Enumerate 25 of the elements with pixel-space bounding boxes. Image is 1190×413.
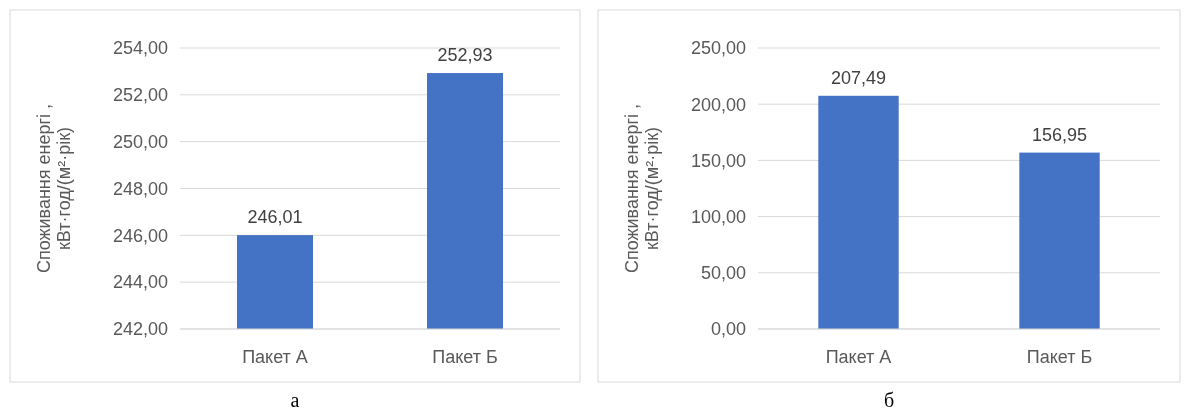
y-tick-label: 250,00 xyxy=(690,38,746,59)
y-tick-label: 250,00 xyxy=(112,131,168,152)
y-tick-label: 200,00 xyxy=(690,94,746,115)
data-label: 252,93 xyxy=(437,45,493,66)
y-tick-label: 242,00 xyxy=(112,319,168,340)
y-tick-label: 50,00 xyxy=(700,263,746,284)
text: а xyxy=(290,389,300,411)
y-tick-label: 248,00 xyxy=(112,178,168,199)
text: б xyxy=(883,389,895,411)
y-tick-label: 246,00 xyxy=(112,225,168,246)
x-tick-label: Пакет А xyxy=(825,347,892,367)
y-tick-label: 252,00 xyxy=(112,85,168,106)
y-axis-title: Споживання енергі , кВт·год/(м²·рік) xyxy=(34,103,74,274)
data-label: 246,01 xyxy=(247,207,303,228)
y-tick-label: 100,00 xyxy=(690,206,746,227)
x-tick-label: Пакет Б xyxy=(432,347,498,367)
data-label: 156,95 xyxy=(1031,124,1088,145)
data-label: 207,49 xyxy=(830,67,887,88)
y-tick-label: 150,00 xyxy=(690,150,746,171)
y-tick-label: 244,00 xyxy=(112,272,168,293)
x-tick-label: Пакет Б xyxy=(1026,347,1093,367)
y-tick-label: 0,00 xyxy=(710,319,746,340)
y-axis-title: Споживання енергі , кВт·год/(м²·рік) xyxy=(622,103,662,274)
y-tick-label: 254,00 xyxy=(112,38,168,59)
x-tick-label: Пакет А xyxy=(242,347,308,367)
